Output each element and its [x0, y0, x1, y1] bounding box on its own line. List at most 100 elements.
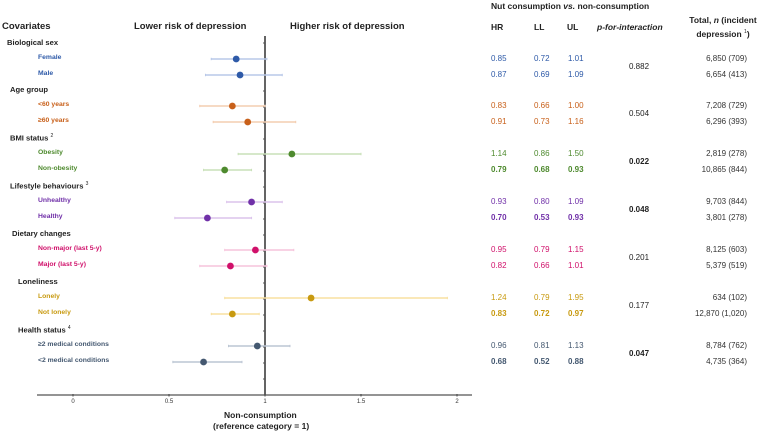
group-label: Lifestyle behaviours 3: [10, 181, 88, 191]
group-footnote: 3: [85, 181, 89, 187]
lower-risk-header: Lower risk of depression: [134, 21, 247, 32]
hr-value: 0.95: [491, 245, 507, 254]
group-name: Age group: [10, 85, 48, 94]
table-title-pre: Nut consumption: [491, 1, 564, 11]
ll-value: 0.72: [534, 309, 550, 318]
group-label: Biological sex: [7, 38, 58, 47]
total-header: Total, n (incident depression 1): [683, 14, 758, 40]
group-name: Loneliness: [18, 277, 58, 286]
subgroup-label: Non-obesity: [38, 165, 78, 172]
hr-column-header: HR: [491, 22, 504, 32]
x-axis-label: Non-consumption: [224, 410, 297, 420]
hr-point: [244, 118, 252, 126]
ul-value: 0.93: [568, 165, 584, 174]
hr-value: 0.96: [491, 341, 507, 350]
hr-value: 0.79: [491, 165, 507, 174]
ll-value: 0.79: [534, 293, 550, 302]
ul-value: 1.00: [568, 101, 584, 110]
hr-point: [228, 310, 236, 318]
ll-value: 0.86: [534, 149, 550, 158]
group-name: Health status: [18, 325, 66, 335]
total-value: 2,819 (278): [706, 149, 747, 158]
p-interaction-value: 0.047: [629, 349, 650, 358]
hr-value: 1.24: [491, 293, 507, 302]
total-line2: depression: [696, 28, 745, 39]
subgroup-label: Male: [38, 70, 54, 77]
subgroup-label: Healthy: [38, 213, 63, 220]
hr-point: [236, 71, 244, 79]
total-header-line2: depression 1): [683, 26, 758, 40]
ll-value: 0.52: [534, 357, 550, 366]
hr-value: 0.70: [491, 213, 507, 222]
total-value: 634 (102): [712, 293, 747, 302]
group-name: Biological sex: [7, 38, 59, 47]
x-tick-label: 0.5: [164, 399, 174, 405]
group-footnote: 4: [67, 325, 71, 331]
ul-value: 1.09: [568, 197, 584, 206]
ul-value: 1.95: [568, 293, 584, 302]
p-interaction-value: 0.201: [629, 253, 650, 262]
total-value: 6,296 (393): [706, 117, 747, 126]
ul-column-header: UL: [567, 22, 579, 32]
total-value: 3,801 (278): [706, 213, 747, 222]
ll-column-header: LL: [534, 22, 545, 32]
table-title: Nut consumption vs. non-consumption: [491, 1, 649, 11]
ll-value: 0.80: [534, 197, 550, 206]
total-sup: 1: [744, 29, 747, 35]
x-tick-label: 2: [455, 399, 459, 405]
hr-point: [248, 198, 255, 206]
x-tick-label: 1: [263, 399, 267, 405]
hr-point: [228, 102, 236, 110]
ul-value: 1.09: [568, 70, 584, 79]
x-tick-label: 1.5: [356, 399, 366, 405]
hr-point: [204, 214, 211, 222]
subgroup-label: Major (last 5-y): [38, 261, 86, 268]
p-interaction-value: 0.022: [629, 157, 650, 166]
hr-value: 0.93: [491, 197, 507, 206]
ll-value: 0.66: [534, 261, 550, 270]
group-label: Dietary changes: [12, 229, 71, 238]
ul-value: 0.88: [568, 357, 584, 366]
group-label: Age group: [10, 85, 48, 94]
ll-value: 0.73: [534, 117, 550, 126]
hr-point: [288, 150, 296, 158]
subgroup-label: Obesity: [38, 149, 63, 156]
total-value: 8,784 (762): [706, 341, 747, 350]
total-value: 12,870 (1,020): [694, 309, 747, 318]
total-close: ): [746, 28, 750, 39]
ul-value: 1.13: [568, 341, 584, 350]
hr-value: 0.85: [491, 54, 507, 63]
hr-value: 0.68: [491, 357, 507, 366]
ul-value: 1.50: [568, 149, 584, 158]
ll-value: 0.72: [534, 54, 550, 63]
total-value: 4,735 (364): [706, 357, 747, 366]
x-axis-label-2: (reference category = 1): [213, 421, 310, 431]
covariates-header: Covariates: [2, 21, 51, 32]
ll-value: 0.68: [534, 165, 550, 174]
ul-value: 1.01: [568, 54, 584, 63]
subgroup-label: Non-major (last 5-y): [38, 245, 102, 252]
hr-value: 0.87: [491, 70, 507, 79]
hr-value: 0.82: [491, 261, 507, 270]
group-footnote: 2: [50, 133, 54, 139]
ll-value: 0.79: [534, 245, 550, 254]
total-value: 10,865 (844): [701, 165, 747, 174]
total-post: (incident: [718, 15, 757, 25]
total-header-line1: Total, n (incident: [683, 14, 758, 26]
hr-value: 0.83: [491, 101, 507, 110]
hr-value: 0.91: [491, 117, 507, 126]
group-label: BMI status 2: [10, 133, 53, 143]
total-value: 8,125 (603): [706, 245, 747, 254]
hr-point: [307, 294, 315, 302]
ul-value: 1.01: [568, 261, 584, 270]
group-name: Dietary changes: [12, 229, 71, 238]
p-interaction-value: 0.504: [629, 109, 650, 118]
ll-value: 0.81: [534, 341, 550, 350]
hr-point: [227, 262, 234, 270]
group-label: Health status 4: [18, 325, 71, 335]
p-interaction-header: p-for-interaction: [597, 22, 663, 32]
higher-risk-header: Higher risk of depression: [290, 21, 405, 32]
ll-value: 0.53: [534, 213, 550, 222]
subgroup-label: <2 medical conditions: [38, 357, 110, 364]
subgroup-label: ≥60 years: [38, 117, 69, 124]
